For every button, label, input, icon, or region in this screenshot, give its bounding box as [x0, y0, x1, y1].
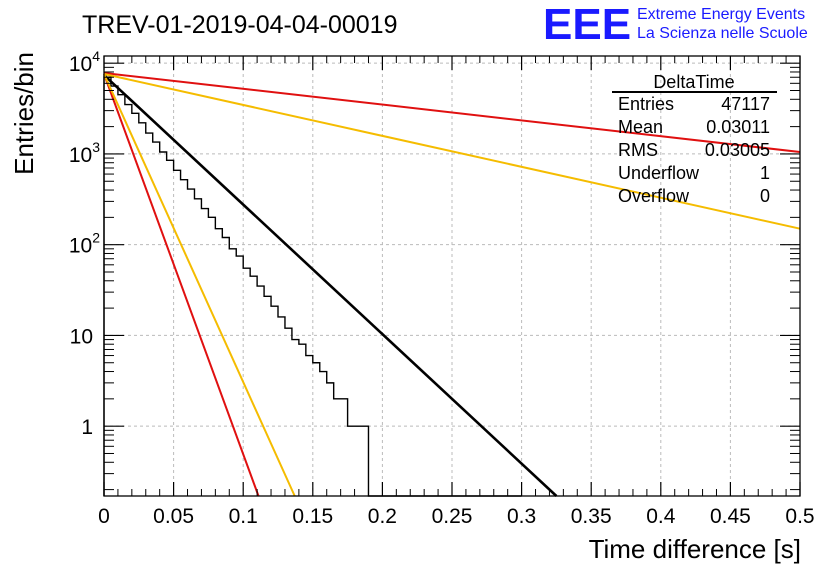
x-tick-label: 0.25 [432, 505, 473, 528]
x-tick-label: 0 [98, 505, 110, 528]
y-tick-label: 103 [69, 139, 100, 167]
y-tick-label: 102 [69, 230, 100, 258]
fit-line [103, 71, 801, 154]
stats-row-value: 0.03005 [705, 140, 770, 160]
x-tick-label: 0.4 [646, 505, 676, 528]
logo-mark: EEE [543, 0, 631, 49]
y-tick-label: 104 [69, 48, 100, 76]
y-tick-label: 10 [70, 325, 93, 348]
stats-row-value: 1 [760, 163, 770, 183]
y-tick-label: 1 [81, 416, 93, 439]
x-tick-label: 0.2 [368, 505, 397, 528]
stats-row-value: 0.03011 [706, 117, 770, 137]
x-tick-label: 0.15 [292, 505, 333, 528]
logo-line2: La Scienza nelle Scuole [637, 25, 808, 42]
fit-line [103, 73, 260, 497]
chart-title: TREV-01-2019-04-04-00019 [82, 11, 397, 39]
stats-box: DeltaTime Entries 47117 Mean 0.03011 RMS 0.03… [612, 72, 777, 206]
y-axis-label: Entries/bin [9, 52, 39, 175]
stats-row-value: 0 [760, 186, 770, 206]
stats-row-value: 47117 [721, 94, 770, 114]
stats-row-label: Overflow [618, 186, 690, 206]
stats-row-label: RMS [618, 140, 658, 160]
x-tick-label: 0.5 [785, 505, 814, 528]
x-tick-label: 0.35 [571, 505, 612, 528]
x-tick-label: 0.05 [153, 505, 194, 528]
logo-line1: Extreme Energy Events [637, 6, 805, 23]
x-axis: 0 0.05 0.1 0.15 0.2 0.25 0.3 0.35 0.4 0.45 0.5 [98, 56, 815, 528]
fit-line [103, 73, 296, 497]
x-tick-label: 0.1 [229, 505, 258, 528]
x-tick-label: 0.3 [507, 505, 536, 528]
grid [104, 56, 800, 496]
stats-row-label: Underflow [618, 163, 700, 183]
stats-row-label: Entries [618, 94, 674, 114]
x-tick-label: 0.45 [710, 505, 751, 528]
stats-row-label: Mean [618, 117, 663, 137]
stats-title: DeltaTime [653, 72, 734, 92]
x-axis-label: Time difference [s] [589, 534, 801, 564]
fit-line [103, 73, 801, 230]
fit-lines [103, 71, 801, 497]
stats-rows: Entries 47117 Mean 0.03011 RMS 0.03005Underfl… [618, 94, 770, 206]
eee-logo: EEE Extreme Energy Events La Scienza nel… [543, 0, 808, 49]
fit-line [103, 74, 558, 497]
